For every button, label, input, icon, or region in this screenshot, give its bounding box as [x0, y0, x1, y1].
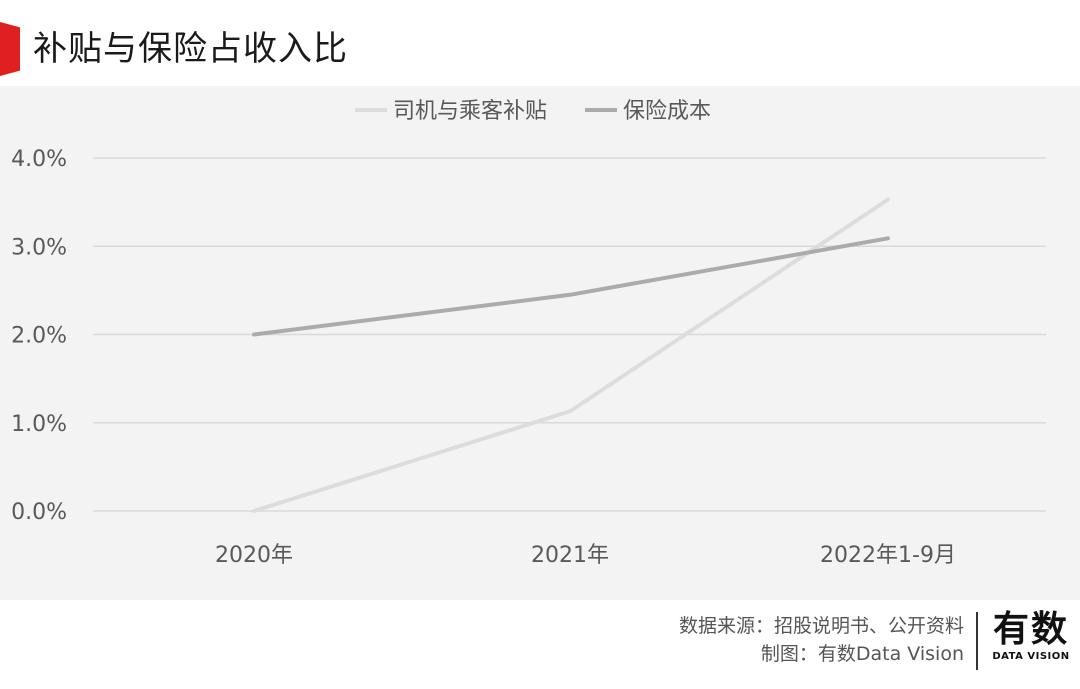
x-tick-label: 2022年1-9月 — [820, 543, 956, 568]
chart-area: 司机与乘客补贴 保险成本 0.0% 1.0% 2.0% 3.0% 4.0% 2020年 20… — [0, 86, 1080, 600]
y-tick-label: 1.0% — [11, 412, 67, 437]
logo-main: 有数 — [992, 609, 1069, 650]
legend-label: 司机与乘客补贴 — [393, 99, 547, 124]
gridlines — [93, 157, 1046, 512]
x-axis-ticks: 2020年 2021年 2022年1-9月 — [215, 543, 956, 568]
series-lines — [252, 197, 890, 513]
y-axis-ticks: 0.0% 1.0% 2.0% 3.0% 4.0% — [11, 147, 67, 525]
legend: 司机与乘客补贴 保险成本 — [355, 99, 711, 124]
brand-logo: 有数 DATA VISION — [986, 610, 1076, 664]
x-tick-label: 2020年 — [215, 543, 293, 568]
logo-sub: DATA VISION — [992, 651, 1070, 662]
y-tick-label: 3.0% — [11, 235, 67, 260]
footer: 数据来源：招股说明书、公开资料 制图：有数Data Vision 有数 DATA… — [0, 600, 1080, 689]
credit-line: 制图：有数Data Vision — [760, 643, 964, 665]
header: 补贴与保险占收入比 — [0, 0, 1080, 86]
y-tick-label: 0.0% — [11, 500, 67, 525]
x-tick-label: 2021年 — [531, 543, 609, 568]
line-chart: 司机与乘客补贴 保险成本 0.0%1.0%2.0%3.0%4.0% 2020年 20… — [11, 99, 1046, 568]
source-text: 数据来源：招股说明书、公开资料 制图：有数Data Vision — [679, 612, 964, 668]
source-line: 数据来源：招股说明书、公开资料 — [678, 615, 964, 637]
y-tick-label: 2.0% — [11, 324, 67, 349]
title-marker — [0, 22, 20, 76]
legend-label: 保险成本 — [623, 99, 711, 124]
series-line — [252, 236, 890, 337]
chart-title: 补贴与保险占收入比 — [33, 29, 348, 69]
y-tick-label: 4.0% — [11, 147, 67, 172]
footer-divider — [976, 612, 978, 670]
series-line — [252, 197, 890, 513]
